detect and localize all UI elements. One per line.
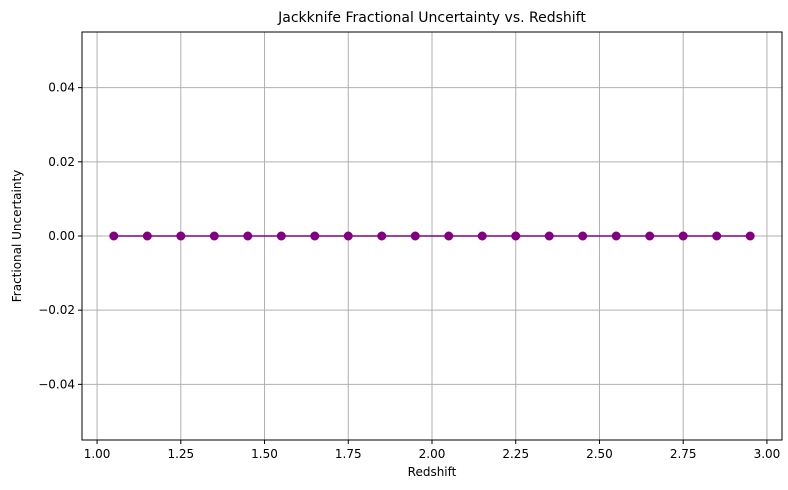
data-point <box>511 231 521 241</box>
x-tick-label: 1.50 <box>251 447 278 461</box>
data-point <box>410 231 420 241</box>
x-tick-label: 3.00 <box>754 447 781 461</box>
data-point <box>477 231 487 241</box>
data-point <box>209 231 219 241</box>
x-tick-label: 1.00 <box>84 447 111 461</box>
y-axis-label: Fractional Uncertainty <box>10 170 24 303</box>
x-tick-label: 2.50 <box>586 447 613 461</box>
x-axis-label: Redshift <box>408 465 457 479</box>
data-point <box>243 231 253 241</box>
chart-title: Jackknife Fractional Uncertainty vs. Red… <box>277 10 586 26</box>
data-point <box>276 231 286 241</box>
data-point <box>678 231 688 241</box>
series-layer <box>109 231 755 241</box>
y-tick-label: −0.04 <box>38 377 75 391</box>
data-point <box>544 231 554 241</box>
data-point <box>444 231 454 241</box>
y-tick-label: 0.04 <box>48 81 75 95</box>
data-point <box>176 231 186 241</box>
data-point <box>377 231 387 241</box>
x-tick-label: 2.25 <box>502 447 529 461</box>
data-point <box>611 231 621 241</box>
y-tick-label: −0.02 <box>38 303 75 317</box>
data-point <box>578 231 588 241</box>
data-point <box>343 231 353 241</box>
x-tick-label: 1.25 <box>167 447 194 461</box>
data-point <box>142 231 152 241</box>
y-tick-label: 0.02 <box>48 155 75 169</box>
x-tick-label: 2.75 <box>670 447 697 461</box>
data-point <box>712 231 722 241</box>
data-point <box>310 231 320 241</box>
data-point <box>109 231 119 241</box>
axis-ticks: 1.00 1.25 1.50 1.75 2.00 2.25 2.50 2.75 3.00 −0.0… <box>38 81 780 461</box>
data-point <box>745 231 755 241</box>
x-tick-label: 2.00 <box>419 447 446 461</box>
y-tick-label: 0.00 <box>48 229 75 243</box>
data-point <box>645 231 655 241</box>
x-tick-label: 1.75 <box>335 447 362 461</box>
